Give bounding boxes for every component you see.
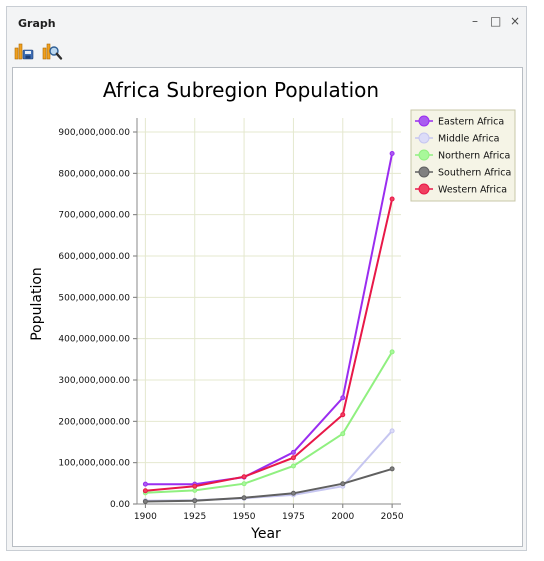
data-point bbox=[142, 499, 148, 505]
x-tick-label: 1950 bbox=[233, 512, 256, 522]
chart-title: Africa Subregion Population bbox=[103, 78, 379, 102]
y-tick-label: 500,000,000.00 bbox=[58, 293, 130, 303]
legend-entry-label: Northern Africa bbox=[438, 151, 510, 162]
data-point bbox=[290, 490, 296, 496]
data-point bbox=[389, 150, 395, 156]
series-line bbox=[145, 198, 394, 492]
window-title: Graph bbox=[18, 17, 56, 30]
chart-properties-icon bbox=[42, 43, 63, 60]
title-bar: Graph – □ × bbox=[7, 7, 526, 37]
y-tick-label: 200,000,000.00 bbox=[58, 417, 130, 427]
save-chart-icon bbox=[14, 43, 34, 60]
data-point bbox=[340, 481, 346, 487]
legend-entry-label: Eastern Africa bbox=[438, 117, 504, 128]
data-point bbox=[192, 487, 198, 493]
data-point bbox=[389, 196, 395, 202]
series-line bbox=[145, 351, 393, 494]
y-tick-label: 400,000,000.00 bbox=[58, 335, 130, 345]
legend-entry-label: Southern Africa bbox=[438, 168, 511, 179]
legend-entry-label: Western Africa bbox=[438, 185, 507, 196]
population-line-chart: Africa Subregion Population Population Y… bbox=[29, 78, 516, 542]
legend-marker-swatch bbox=[418, 166, 430, 178]
data-point bbox=[340, 395, 346, 401]
save-chart-button[interactable] bbox=[13, 39, 35, 61]
chart-properties-button[interactable] bbox=[41, 39, 63, 61]
minimize-button[interactable]: – bbox=[472, 14, 478, 28]
y-tick-label: 0.00 bbox=[110, 500, 130, 510]
x-tick-label: 2050 bbox=[381, 512, 404, 522]
y-tick-label: 800,000,000.00 bbox=[58, 169, 130, 179]
data-point bbox=[290, 463, 296, 469]
data-point bbox=[290, 449, 296, 455]
data-point bbox=[241, 481, 247, 487]
data-point bbox=[241, 495, 247, 501]
legend-marker-swatch bbox=[418, 183, 430, 195]
x-tick-label: 1925 bbox=[183, 512, 206, 522]
y-tick-label: 700,000,000.00 bbox=[58, 211, 130, 221]
x-tick-label: 1975 bbox=[282, 512, 305, 522]
y-tick-label: 300,000,000.00 bbox=[58, 376, 130, 386]
x-axis-label: Year bbox=[250, 526, 281, 542]
data-point bbox=[290, 455, 296, 461]
data-point bbox=[389, 428, 395, 434]
data-point bbox=[241, 474, 247, 480]
toolbar bbox=[13, 39, 63, 61]
legend-marker-swatch bbox=[418, 149, 430, 161]
x-tick-label: 1900 bbox=[134, 512, 157, 522]
chart-area: Africa Subregion Population Population Y… bbox=[12, 67, 523, 547]
maximize-button[interactable]: □ bbox=[490, 14, 502, 28]
data-point bbox=[142, 488, 148, 494]
data-point bbox=[389, 466, 395, 472]
data-point bbox=[340, 412, 346, 418]
data-point bbox=[192, 498, 198, 504]
y-tick-label: 900,000,000.00 bbox=[58, 128, 130, 138]
data-point bbox=[389, 349, 395, 355]
close-button[interactable]: × bbox=[510, 14, 521, 28]
data-point bbox=[142, 481, 148, 487]
graph-window: Graph – □ × Africa bbox=[6, 6, 527, 551]
series-line bbox=[145, 467, 393, 503]
data-point bbox=[192, 483, 198, 489]
legend-marker-swatch bbox=[418, 132, 430, 144]
x-tick-label: 2000 bbox=[331, 512, 354, 522]
series-line bbox=[145, 153, 394, 486]
legend-entry-label: Middle Africa bbox=[438, 134, 500, 145]
y-tick-label: 100,000,000.00 bbox=[58, 459, 130, 469]
y-axis-label: Population bbox=[29, 267, 45, 341]
legend-marker-swatch bbox=[418, 115, 430, 127]
y-tick-label: 600,000,000.00 bbox=[58, 252, 130, 262]
data-point bbox=[340, 431, 346, 437]
